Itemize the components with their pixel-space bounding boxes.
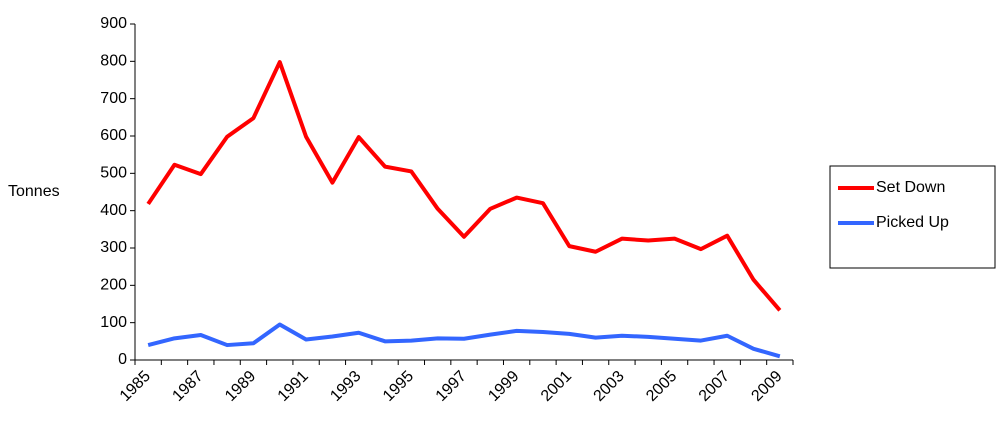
y-tick-label: 600 bbox=[100, 127, 127, 144]
x-tick-label: 2001 bbox=[538, 368, 575, 405]
x-tick-label: 1991 bbox=[275, 368, 312, 405]
x-tick-label: 1989 bbox=[222, 368, 259, 405]
y-tick-label: 0 bbox=[118, 351, 127, 368]
line-series bbox=[146, 60, 782, 312]
y-tick-label: 200 bbox=[100, 277, 127, 294]
y-tick-label: 300 bbox=[100, 239, 127, 256]
y-axis-label: Tonnes bbox=[8, 183, 60, 200]
x-tick-label: 2005 bbox=[643, 368, 680, 405]
x-tick-label: 1999 bbox=[485, 368, 522, 405]
line-series bbox=[147, 322, 781, 359]
legend-box bbox=[829, 165, 996, 269]
y-tick-label: 100 bbox=[100, 314, 127, 331]
x-tick-label: 1997 bbox=[433, 368, 470, 405]
y-tick-label: 800 bbox=[100, 53, 127, 70]
x-tick-label: 1987 bbox=[169, 368, 206, 405]
x-tick-label: 2007 bbox=[696, 368, 733, 405]
y-tick-label: 700 bbox=[100, 90, 127, 107]
x-tick-label: 2003 bbox=[591, 368, 628, 405]
y-tick-label: 400 bbox=[100, 202, 127, 219]
legend-label: Set Down bbox=[876, 179, 945, 196]
y-tick-label: 900 bbox=[100, 15, 127, 32]
x-tick-label: 2009 bbox=[748, 368, 785, 405]
y-tick-label: 500 bbox=[100, 165, 127, 182]
x-tick-label: 1993 bbox=[327, 368, 364, 405]
legend-label: Picked Up bbox=[876, 214, 949, 231]
x-tick-label: 1995 bbox=[380, 368, 417, 405]
x-tick-label: 1985 bbox=[117, 368, 154, 405]
